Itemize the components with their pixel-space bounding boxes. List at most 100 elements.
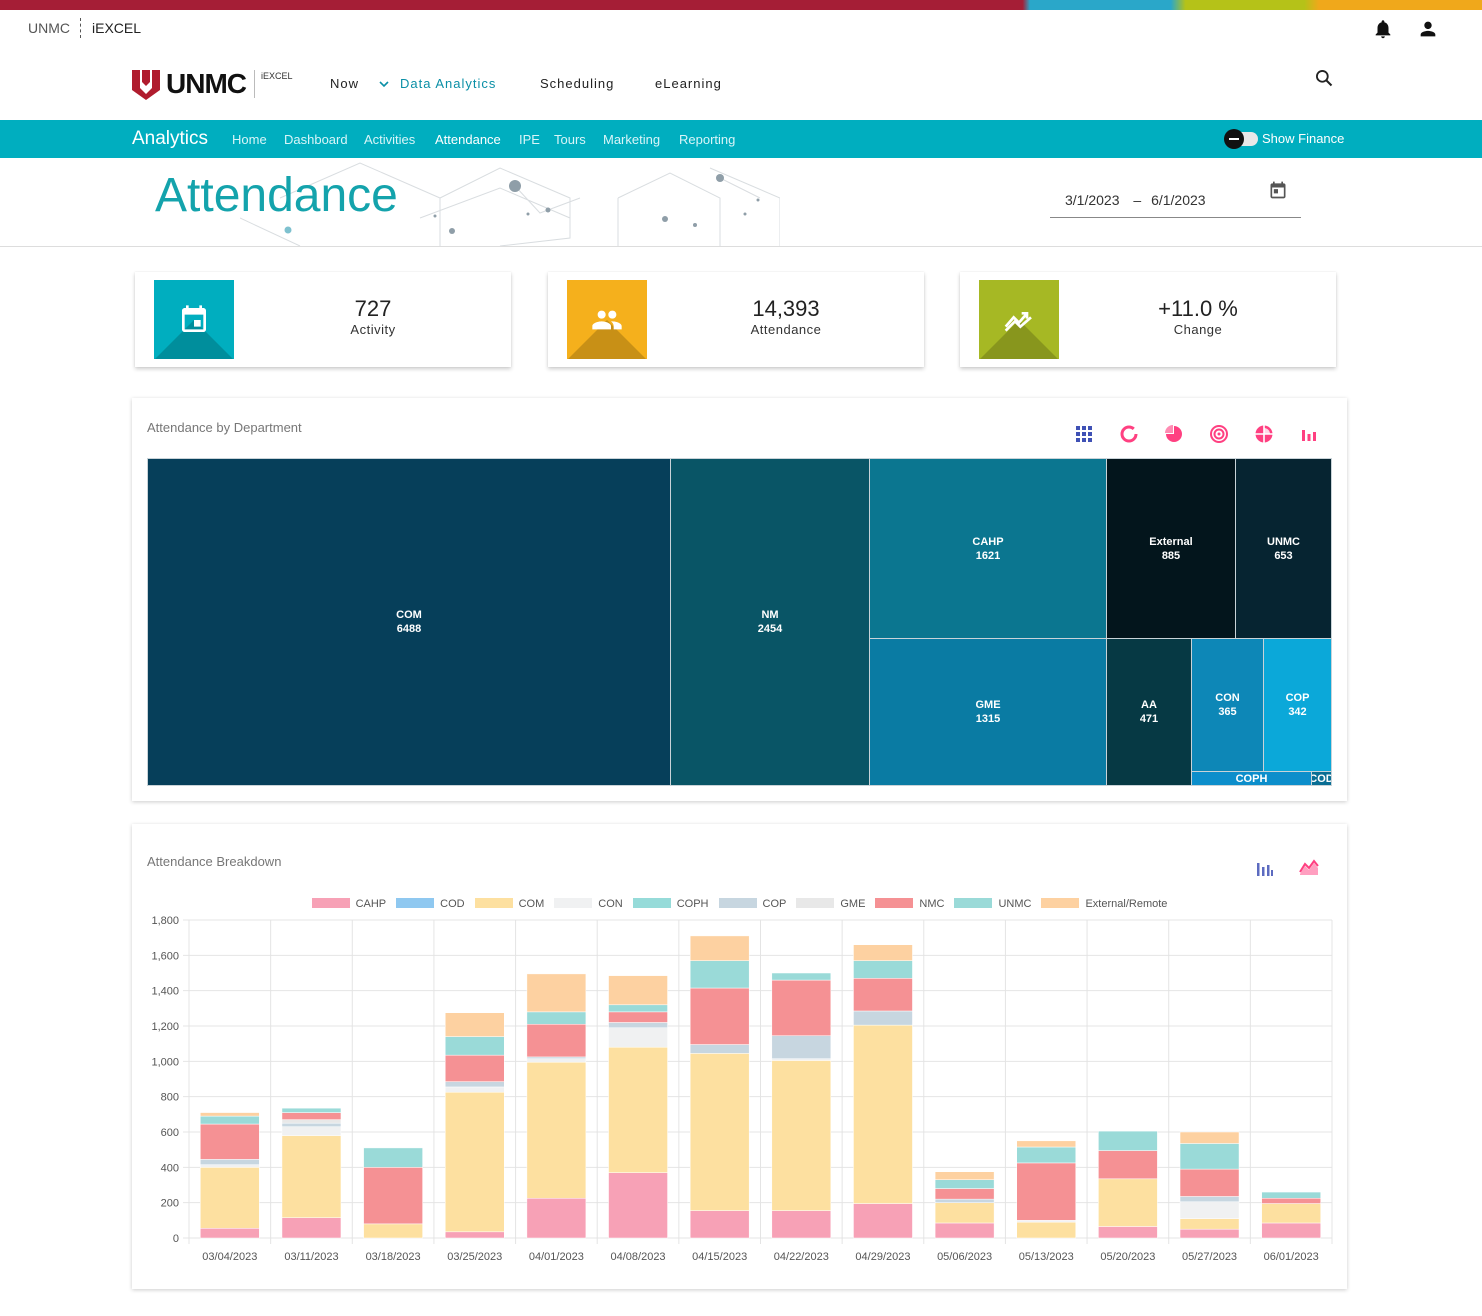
tab-activities[interactable]: Activities [364, 132, 416, 147]
polar-chart-icon[interactable] [1254, 424, 1274, 444]
attendance-icon-box [567, 280, 647, 359]
show-finance-toggle[interactable] [1224, 129, 1258, 149]
legend-item[interactable]: UNMC [954, 898, 1031, 910]
bar-segment [445, 1231, 505, 1239]
legend-label: COM [518, 898, 545, 910]
legend-swatch [1041, 898, 1080, 908]
attendance-breakdown-chart: 0 200 400 600 800 1,000 1,200 1,400 1,600 1,800 03… [151, 915, 1333, 1263]
chevron-down-icon[interactable] [378, 78, 390, 90]
treemap-cell-nm[interactable]: NM 2454 [670, 458, 870, 786]
pie-chart-icon[interactable] [1164, 424, 1184, 444]
legend-item[interactable]: COP [718, 898, 787, 910]
bar-segment [771, 1058, 832, 1061]
bell-icon[interactable] [1372, 18, 1394, 40]
treemap-cell-cod[interactable]: COD14 [1311, 771, 1332, 786]
x-tick-label: 04/08/2023 [611, 1251, 666, 1263]
bar-segment [934, 1171, 995, 1180]
treemap-cell-aa[interactable]: AA 471 [1106, 638, 1192, 786]
calendar-icon[interactable] [1268, 180, 1288, 200]
legend-item[interactable]: COD [396, 898, 465, 910]
bar-segment [1016, 1220, 1076, 1223]
nav-now[interactable]: Now [330, 76, 360, 91]
people-icon [592, 310, 622, 330]
x-tick-label: 04/22/2023 [774, 1251, 829, 1263]
cell-label: CAHP [972, 535, 1004, 548]
legend-item[interactable]: NMC [875, 898, 944, 910]
legend-swatch [396, 898, 435, 908]
treemap-cell-external[interactable]: External 885 [1106, 458, 1236, 639]
cell-label: UNMC [1267, 535, 1300, 548]
radial-chart-icon[interactable] [1209, 424, 1229, 444]
bar-segment [281, 1107, 342, 1113]
legend-swatch [954, 898, 993, 908]
unmc-logo[interactable]: UNMC iEXCEL [130, 68, 293, 100]
x-tick-label: 05/27/2023 [1182, 1251, 1237, 1263]
bar-segment [445, 1054, 505, 1082]
nav-data-analytics[interactable]: Data Analytics [400, 76, 497, 91]
tab-tours[interactable]: Tours [554, 132, 586, 147]
y-tick-label: 1,400 [151, 986, 179, 998]
date-range-picker[interactable]: 3/1/2023 – 6/1/2023 [1050, 180, 1301, 218]
tab-ipe[interactable]: IPE [519, 132, 540, 147]
treemap-view-icon[interactable] [1074, 424, 1094, 444]
legend-item[interactable]: CAHP [311, 898, 387, 910]
legend-item[interactable]: GME [796, 898, 865, 910]
legend-label: GME [840, 898, 866, 910]
legend-swatch [718, 898, 757, 908]
nav-scheduling[interactable]: Scheduling [540, 76, 615, 91]
bar-segment [1179, 1218, 1240, 1230]
bar-segment [526, 1198, 587, 1239]
treemap-cell-coph[interactable]: COPH56 [1191, 771, 1312, 786]
treemap-cell-gme[interactable]: GME 1315 [869, 638, 1107, 786]
treemap-cell-con[interactable]: CON 365 [1191, 638, 1264, 772]
iexcel-link[interactable]: iEXCEL [92, 20, 142, 36]
search-icon[interactable] [1314, 68, 1334, 88]
legend-label: COP [762, 898, 787, 910]
y-tick-label: 1,200 [151, 1021, 179, 1033]
donut-chart-icon[interactable] [1119, 424, 1139, 444]
bar-segment [526, 1056, 587, 1059]
page-header: Attendance 3/1/2023 – 6/1/2023 [0, 158, 1482, 247]
nav-elearning[interactable]: eLearning [655, 76, 722, 91]
treemap-cell-cop[interactable]: COP 342 [1263, 638, 1332, 772]
bar-segment [1179, 1196, 1240, 1203]
bar-chart-icon[interactable] [1299, 424, 1319, 444]
tab-marketing[interactable]: Marketing [603, 132, 661, 147]
logo-text: UNMC [166, 68, 247, 99]
end-date[interactable]: 6/1/2023 [1151, 192, 1206, 208]
y-tick-label: 1,000 [151, 1056, 179, 1068]
treemap-cell-cahp[interactable]: CAHP 1621 [869, 458, 1107, 639]
y-tick-label: 0 [173, 1233, 179, 1245]
x-tick-label: 04/01/2023 [529, 1251, 584, 1263]
bar-segment [1098, 1178, 1158, 1227]
legend-label: CON [598, 898, 623, 910]
start-date[interactable]: 3/1/2023 [1065, 192, 1120, 208]
date-range-text[interactable]: 3/1/2023 – 6/1/2023 [1065, 192, 1206, 208]
bar-segment [200, 1167, 260, 1229]
treemap-cell-unmc[interactable]: UNMC 653 [1235, 458, 1332, 639]
legend-label: CAHP [355, 898, 387, 910]
tab-attendance[interactable]: Attendance [435, 132, 501, 147]
legend-item[interactable]: COPH [632, 898, 709, 910]
legend-item[interactable]: COM [474, 898, 545, 910]
tab-home[interactable]: Home [232, 132, 267, 147]
tab-reporting[interactable]: Reporting [679, 132, 736, 147]
stacked-bar-icon[interactable] [1254, 858, 1274, 878]
legend-item[interactable]: CON [554, 898, 623, 910]
bar-segment [281, 1135, 342, 1218]
analytics-title[interactable]: Analytics [132, 128, 209, 149]
tab-dashboard[interactable]: Dashboard [284, 132, 348, 147]
cell-value: 342 [1288, 706, 1307, 718]
user-icon[interactable] [1417, 18, 1439, 40]
treemap-cell-com[interactable]: COM 6488 [147, 458, 671, 786]
unmc-link[interactable]: UNMC [28, 20, 70, 36]
legend-item[interactable]: External/Remote [1041, 898, 1167, 910]
divider [80, 18, 81, 38]
y-tick-label: 800 [161, 1092, 179, 1104]
bar-segment [771, 979, 832, 1036]
area-chart-icon[interactable] [1299, 858, 1319, 878]
bar-segment [281, 1217, 342, 1239]
bar-segment [281, 1119, 342, 1124]
bar-segment [608, 975, 668, 1006]
x-tick-label: 04/15/2023 [692, 1251, 747, 1263]
